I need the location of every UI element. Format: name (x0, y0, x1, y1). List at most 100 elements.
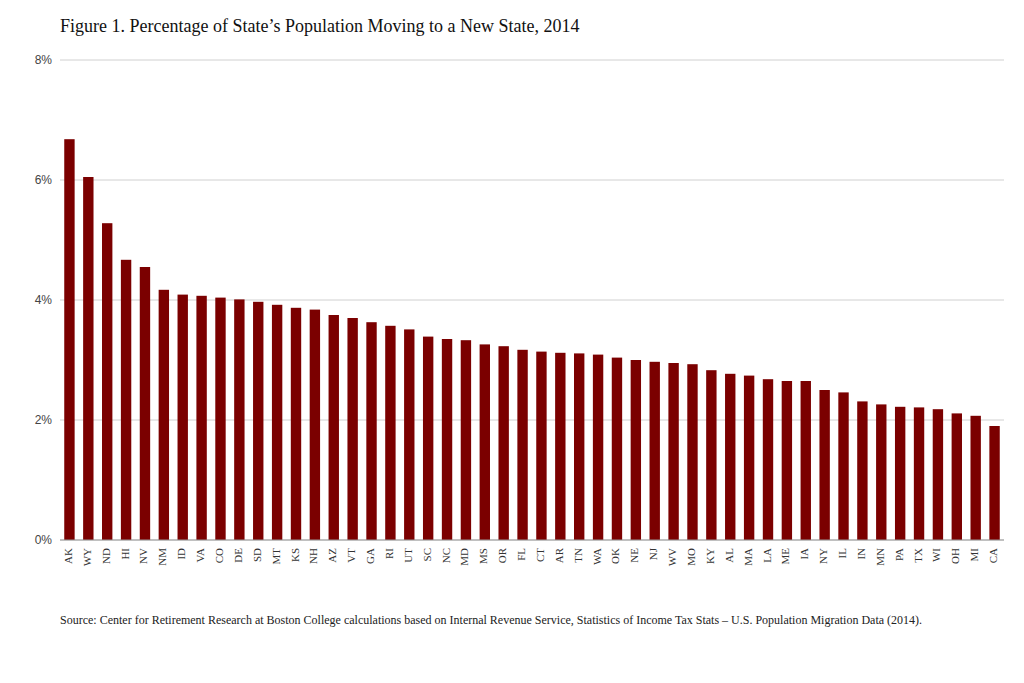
x-tick-label: OR (496, 547, 508, 563)
x-tick-label: KY (704, 548, 716, 564)
bar (687, 364, 697, 540)
x-tick-label: CA (987, 548, 999, 563)
x-tick-label: WA (591, 548, 603, 565)
bar (914, 407, 924, 540)
bar (801, 381, 811, 540)
bar (650, 362, 660, 540)
x-tick-label: NM (156, 548, 168, 566)
y-tick-label: 2% (35, 413, 53, 427)
x-tick-label: PA (893, 548, 905, 561)
bar (725, 374, 735, 540)
bar (593, 355, 603, 540)
x-tick-label: AL (723, 548, 735, 563)
bar (782, 381, 792, 540)
bar (536, 352, 546, 540)
x-tick-label: SD (251, 548, 263, 562)
x-tick-label: SC (421, 548, 433, 561)
bar (347, 318, 357, 540)
bar (329, 315, 339, 540)
x-tick-label: ID (175, 548, 187, 560)
x-tick-label: MD (458, 548, 470, 566)
bar (819, 390, 829, 540)
x-tick-label: NY (817, 548, 829, 564)
bar (178, 295, 188, 540)
y-tick-label: 8% (35, 53, 53, 67)
bar (970, 416, 980, 540)
bar (83, 177, 93, 540)
x-tick-label: TX (912, 548, 924, 563)
bar (498, 346, 508, 540)
x-tick-label: KS (289, 548, 301, 562)
grid-line (60, 180, 1004, 181)
bar (480, 344, 490, 540)
bar (442, 339, 452, 540)
bar (140, 267, 150, 540)
bar (366, 322, 376, 540)
x-tick-label: GA (364, 548, 376, 564)
x-tick-label: MN (874, 548, 886, 566)
bar (159, 290, 169, 540)
y-tick-label: 0% (35, 533, 53, 547)
x-tick-label: FL (515, 548, 527, 561)
x-tick-label: WI (930, 548, 942, 562)
x-tick-label: MS (477, 548, 489, 564)
x-tick-label: CT (534, 548, 546, 562)
x-tick-label: VT (345, 548, 357, 563)
bar (517, 350, 527, 540)
bar (989, 426, 999, 540)
bar (291, 308, 301, 540)
x-tick-label: CO (213, 548, 225, 563)
chart-title: Figure 1. Percentage of State’s Populati… (60, 16, 579, 36)
bar (763, 379, 773, 540)
bars (64, 139, 1000, 540)
bar (706, 370, 716, 540)
x-tick-label: DE (232, 548, 244, 563)
bar (857, 401, 867, 540)
bar (612, 358, 622, 540)
x-tick-label: ME (779, 548, 791, 565)
bar (952, 413, 962, 540)
bar (234, 299, 244, 540)
bar (385, 326, 395, 540)
y-tick-label: 6% (35, 173, 53, 187)
x-tick-label: IL (836, 548, 848, 559)
bar (574, 353, 584, 540)
x-tick-label: AR (553, 547, 565, 563)
x-tick-label: NJ (647, 547, 659, 560)
bar (838, 392, 848, 540)
grid (60, 60, 1004, 540)
bar (876, 404, 886, 540)
x-tick-label: NV (137, 548, 149, 564)
bar (253, 302, 263, 540)
source-note: Source: Center for Retirement Research a… (60, 612, 990, 628)
x-tick-label: MO (685, 548, 697, 566)
x-tick-label: UT (402, 548, 414, 563)
x-tick-label: IN (855, 548, 867, 560)
x-tick-label: VA (194, 548, 206, 563)
bar (215, 298, 225, 540)
bar (102, 223, 112, 540)
x-tick-label: NH (307, 548, 319, 564)
x-tick-label: MT (270, 548, 282, 565)
bar (423, 337, 433, 540)
bar (272, 305, 282, 540)
x-tick-label: OH (949, 548, 961, 564)
x-tick-label: NE (628, 548, 640, 563)
x-tick-label: IA (798, 548, 810, 560)
bar (933, 409, 943, 540)
x-tick-label: MA (742, 548, 754, 566)
x-tick-label: RI (383, 548, 395, 559)
bar (310, 310, 320, 540)
x-tick-label: WV (666, 548, 678, 566)
bar (744, 376, 754, 540)
x-tick-label: MI (968, 548, 980, 562)
x-tick-label: AZ (326, 548, 338, 563)
x-tick-label: AK (62, 548, 74, 564)
bar (555, 353, 565, 540)
grid-line (60, 540, 1004, 541)
x-tick-label: HI (119, 548, 131, 560)
y-tick-label: 4% (35, 293, 53, 307)
x-tick-label: NC (440, 548, 452, 563)
x-tick-label: OK (609, 548, 621, 564)
x-tick-label: TN (572, 548, 584, 563)
